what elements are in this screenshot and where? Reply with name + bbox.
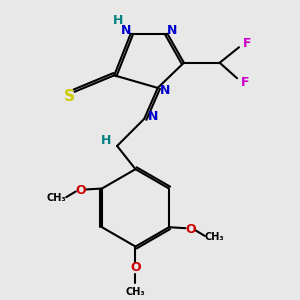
- Text: O: O: [185, 223, 196, 236]
- Text: O: O: [130, 261, 141, 274]
- Text: N: N: [148, 110, 158, 123]
- Text: CH₃: CH₃: [205, 232, 224, 242]
- Text: H: H: [101, 134, 112, 147]
- Text: N: N: [160, 84, 171, 97]
- Text: N: N: [167, 24, 177, 37]
- Text: S: S: [64, 89, 75, 104]
- Text: CH₃: CH₃: [126, 287, 145, 297]
- Text: N: N: [121, 24, 131, 37]
- Text: O: O: [75, 184, 86, 197]
- Text: F: F: [242, 37, 251, 50]
- Text: H: H: [113, 14, 123, 27]
- Text: CH₃: CH₃: [47, 193, 66, 203]
- Text: F: F: [241, 76, 249, 88]
